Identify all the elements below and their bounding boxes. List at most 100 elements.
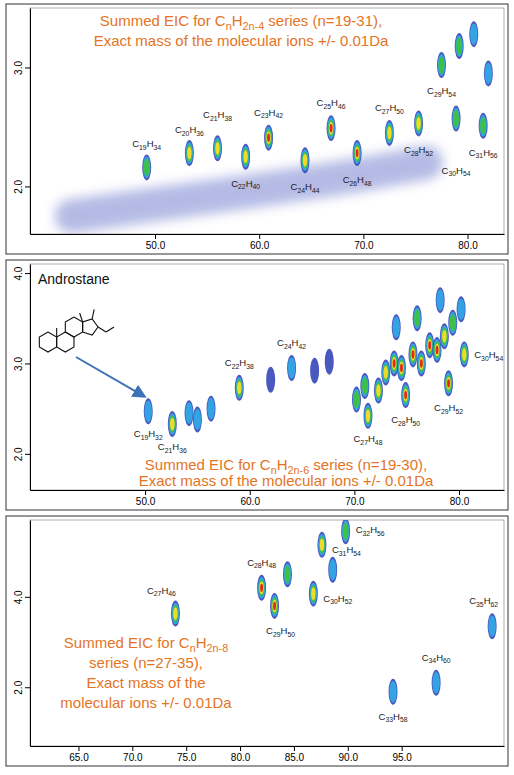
text-part: 2n-4 [243, 20, 265, 32]
spot-contour [360, 373, 369, 399]
spot [457, 296, 466, 322]
x-tick-label: 70.0 [354, 240, 374, 251]
text-part: 38 [246, 363, 254, 370]
spot-contour [310, 585, 316, 602]
spot-contour [442, 330, 446, 343]
panel-title: Exact mass of the [86, 674, 205, 691]
spot-contour [391, 355, 397, 372]
spot-contour [169, 415, 175, 432]
x-tick-mark [155, 234, 156, 239]
spot-contour [329, 559, 336, 581]
spot-contour [392, 357, 396, 370]
x-tick-label: 80.0 [450, 496, 470, 507]
spot [432, 670, 441, 696]
text-part: Exact mass of the molecular ions +/- 0.0… [139, 472, 434, 489]
spot-contour [284, 566, 290, 583]
text-part: 54 [353, 550, 361, 557]
spot-contour [418, 353, 425, 375]
y-tick-label: 3.0 [13, 357, 24, 371]
spot-label: C32H56 [356, 524, 385, 537]
text-part: 46 [168, 590, 176, 597]
spot-contour [272, 597, 278, 614]
spot-contour [311, 587, 315, 600]
spot-contour [144, 398, 153, 424]
spot-contour [353, 142, 360, 164]
x-axis: 50.060.070.080.0 [31, 490, 505, 507]
spot-contour [271, 595, 278, 617]
spot-contour [384, 366, 388, 379]
spot [327, 115, 336, 141]
spot-contour [325, 349, 334, 375]
spot [401, 382, 410, 408]
text-part: 50 [413, 420, 421, 427]
structure-bond [92, 309, 94, 319]
text-part: 62 [491, 601, 499, 608]
spot-contour [428, 341, 431, 349]
spot [413, 305, 422, 331]
spot [414, 110, 423, 136]
y-axis-line [30, 265, 31, 491]
structure-bond [106, 327, 114, 332]
y-tick-mark [25, 454, 30, 455]
spot-contour [413, 307, 420, 329]
spot-contour [469, 21, 478, 47]
spot-contour [382, 362, 389, 384]
plot-frame [30, 8, 504, 234]
spot-contour [374, 378, 383, 404]
text-part: series (n=19-31), [264, 12, 382, 29]
y-tick-mark [25, 186, 30, 187]
spot-contour [273, 602, 276, 610]
spot [317, 532, 326, 558]
spot-contour [173, 607, 177, 620]
spot-label: C21H38 [203, 109, 232, 122]
plot-area [144, 287, 469, 437]
spot-contour [403, 389, 407, 402]
x-tick-label: 80.0 [458, 240, 478, 251]
spot-contour [319, 536, 325, 553]
text-part: 48 [268, 562, 276, 569]
spot-contour [446, 377, 450, 390]
spot-contour [435, 344, 439, 357]
spot-contour [267, 133, 270, 141]
x-tick: 75.0 [177, 746, 197, 763]
spot-contour [414, 110, 423, 136]
x-tick: 70.0 [123, 746, 143, 763]
spot-contour [328, 120, 334, 137]
spot [309, 581, 318, 607]
spot-label: C28H52 [404, 144, 433, 157]
structure [39, 309, 114, 352]
spot-contour [412, 350, 415, 358]
spot-contour [363, 403, 372, 429]
spot-contour [259, 581, 263, 594]
spot-label: C28H48 [247, 557, 276, 570]
spot-contour [392, 316, 399, 338]
spot-contour [364, 405, 371, 427]
spot [283, 561, 292, 587]
text-part: C [215, 12, 226, 29]
annotation: Androstane [38, 271, 110, 287]
spot-contour [385, 120, 394, 146]
y-tick: 3.0 [13, 61, 30, 75]
spot-contour [400, 364, 403, 372]
spot [437, 52, 446, 78]
text-part: 52 [345, 598, 353, 605]
text-part: H [196, 634, 207, 651]
spot-contour [399, 362, 403, 375]
spot-contour [235, 375, 244, 401]
text-part: Summed EIC for [64, 634, 179, 651]
spot-label: C24H44 [291, 181, 320, 194]
spot-contour [171, 601, 180, 627]
spot-contour [257, 575, 266, 601]
spot-contour [401, 382, 410, 408]
spot-contour [303, 154, 307, 167]
spot [341, 520, 350, 544]
spot-contour [236, 377, 243, 399]
x-tick: 80.0 [458, 234, 478, 251]
spot-contour [432, 672, 439, 694]
y-tick-label: 3.0 [13, 61, 24, 75]
text-part: molecular ions +/- 0.01Da [60, 694, 232, 711]
text-part: 54 [463, 170, 471, 177]
spot-contour [301, 147, 310, 173]
spot-contour [215, 142, 219, 155]
x-axis-line [31, 490, 505, 491]
